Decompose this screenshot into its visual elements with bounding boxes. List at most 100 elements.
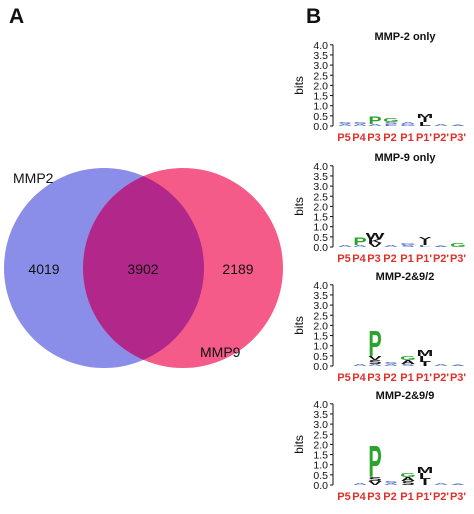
logo-letter-a: A [338, 124, 352, 127]
logo-letter-a: A [401, 476, 416, 482]
position-label: P1 [400, 132, 413, 144]
logo-letter-a: A [384, 245, 398, 248]
logo-letter-l: L [419, 245, 432, 248]
logo-letter-i: I [422, 240, 428, 246]
y-tick-label: 2.0 [313, 320, 328, 332]
position-label: P3' [450, 491, 466, 503]
logo-letter-m: M [417, 113, 434, 119]
logo-letter-i: I [422, 117, 428, 123]
logo-letter-a: A [353, 124, 367, 127]
position-label: P5 [337, 253, 350, 265]
y-tick-label: 0.5 [313, 351, 328, 363]
position-label: P2' [433, 372, 449, 384]
y-tick-label: 3.5 [313, 50, 328, 62]
y-tick-label: 4.0 [313, 280, 328, 292]
logo-letter-s: S [384, 362, 397, 365]
logo-letter-a: A [384, 483, 398, 486]
logo-plot: MMP-9 only 4.03.53.02.52.01.51.00.50.0 bit… [292, 152, 466, 265]
logo-plot: MMP-2&9/9 4.03.53.02.52.01.51.00.50.0 bits… [292, 390, 466, 503]
logo-letter-a: A [434, 246, 448, 248]
logo-letter-l: L [419, 472, 431, 481]
y-tick-label: 0.5 [313, 232, 328, 244]
y-tick-label: 3.0 [313, 60, 328, 72]
position-label: P5 [337, 491, 350, 503]
position-label: P3 [367, 253, 380, 265]
position-label: P2' [433, 491, 449, 503]
y-axis-label: bits [292, 316, 306, 335]
logo-letter-a: A [451, 125, 465, 127]
logo-letter-v: V [368, 480, 382, 486]
logo-letter-a: A [368, 364, 382, 367]
sequence-logos: MMP-2 only4.03.53.02.52.01.51.00.50.0bit… [292, 31, 466, 503]
logo-letter-a: A [401, 122, 415, 125]
logo-letter-v: V [368, 355, 382, 361]
logo-title: MMP-2 only [374, 31, 436, 43]
logo-plot: MMP-2&9/2 4.03.53.02.52.01.51.00.50.0 bits… [292, 271, 466, 384]
position-label: P2 [383, 253, 396, 265]
logo-letter-i: I [422, 361, 428, 367]
logo-plot: MMP-2 only 4.03.53.02.52.01.51.00.50.0 bit… [292, 31, 466, 144]
y-tick-label: 3.5 [313, 171, 328, 183]
logo-letter-l: L [419, 355, 431, 364]
logo-letter-a: A [368, 124, 382, 127]
y-tick-label: 1.5 [313, 91, 328, 103]
logo-letter-g: G [400, 243, 416, 246]
position-label: P1 [400, 372, 413, 384]
position-label: P4 [352, 372, 366, 384]
intersection-count: 3902 [127, 261, 158, 277]
venn-panel: A MMP2 MMP9 4019 3902 2189 [4, 5, 283, 368]
logo-letter-m: M [417, 349, 434, 358]
logo-letter-a: A [353, 364, 367, 367]
position-label: P3' [450, 253, 466, 265]
mmp2-label: MMP2 [13, 170, 54, 186]
logo-letter-s: S [368, 476, 382, 482]
position-label: P4 [352, 253, 366, 265]
y-tick-label: 0.5 [313, 470, 328, 482]
logo-letter-g: G [400, 124, 416, 127]
logo-letter-i: I [422, 478, 428, 487]
y-tick-label: 2.5 [313, 70, 328, 82]
overlap-region [83, 168, 204, 368]
logo-letter-m: M [417, 466, 434, 475]
y-axis-label: bits [292, 435, 306, 454]
y-tick-label: 3.5 [313, 290, 328, 302]
logo-letter-s: S [338, 122, 351, 125]
logo-letter-v: V [368, 242, 382, 248]
position-label: P2' [433, 132, 449, 144]
panel-b-letter: B [306, 5, 321, 28]
mmp9-only-count: 2189 [222, 261, 253, 277]
y-tick-label: 2.5 [313, 310, 328, 322]
logo-letter-l: L [419, 121, 431, 127]
logo-letter-e: E [384, 124, 397, 127]
logo-title: MMP-2&9/2 [376, 271, 435, 283]
logo-letter-g: G [450, 242, 466, 248]
mmp9-label: MMP9 [200, 344, 241, 360]
logo-letter-p: P [368, 114, 382, 126]
logo-letter-a: A [353, 245, 367, 248]
position-label: P3 [367, 372, 380, 384]
y-tick-label: 3.5 [313, 409, 328, 421]
logo-letter-a: A [434, 364, 448, 367]
logo-title: MMP-2&9/9 [376, 390, 435, 402]
position-label: P1' [416, 253, 432, 265]
position-label: P1 [400, 253, 413, 265]
logo-panel: B MMP-2 only4.03.53.02.52.01.51.00.50.0b… [292, 5, 466, 503]
logo-letter-w: W [366, 232, 386, 241]
mmp2-only-count: 4019 [28, 261, 59, 277]
y-tick-label: 1.0 [313, 101, 328, 113]
position-label: P2' [433, 253, 449, 265]
y-tick-label: 1.0 [313, 222, 328, 234]
position-label: P3' [450, 372, 466, 384]
logo-letter-s: S [384, 122, 397, 125]
y-tick-label: 2.0 [313, 201, 328, 213]
y-tick-label: 0.0 [313, 361, 328, 373]
logo-letter-a: A [338, 245, 352, 248]
y-tick-label: 2.0 [313, 80, 328, 92]
position-label: P5 [337, 132, 350, 144]
logo-letter-g: G [400, 355, 416, 361]
y-tick-label: 4.0 [313, 399, 328, 411]
position-label: P3 [367, 132, 380, 144]
y-tick-label: 0.0 [313, 480, 328, 492]
logo-letter-a: A [451, 365, 465, 367]
